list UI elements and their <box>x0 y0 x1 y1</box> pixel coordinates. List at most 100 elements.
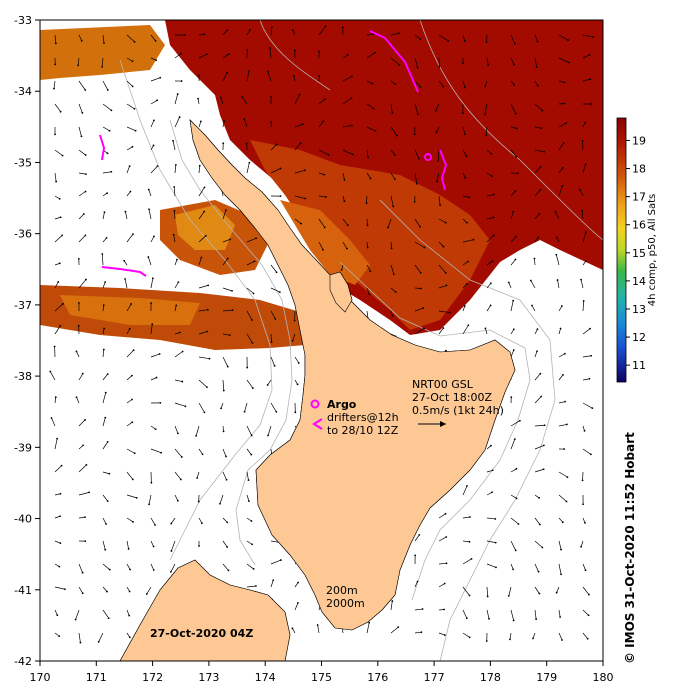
current-vector <box>222 356 229 367</box>
coromandel-peninsula-top <box>329 271 353 313</box>
current-vector-head <box>368 293 371 295</box>
current-vector-head <box>297 581 300 584</box>
current-vector <box>222 258 228 266</box>
current-vector <box>294 94 300 105</box>
current-vector <box>558 167 564 174</box>
current-vector <box>198 309 208 312</box>
current-vector-head <box>103 42 105 44</box>
current-vector <box>126 517 134 523</box>
current-vector-head <box>128 614 131 617</box>
current-vector <box>246 162 250 174</box>
current-vector <box>390 241 392 249</box>
current-vector-head <box>490 153 493 155</box>
current-vector-head <box>491 175 493 178</box>
current-vector-head <box>350 124 353 127</box>
current-vector <box>390 172 396 180</box>
current-vector-head <box>464 133 466 136</box>
current-vector <box>534 126 542 129</box>
current-vector <box>582 378 590 381</box>
current-vector <box>78 563 83 573</box>
current-vector-head <box>241 95 244 98</box>
current-vector <box>534 373 541 381</box>
current-vector <box>438 632 445 636</box>
current-vector-head <box>84 154 87 156</box>
current-vector-head <box>132 233 134 236</box>
current-vector <box>318 120 324 128</box>
current-vector-head <box>85 463 88 466</box>
current-vector-head <box>442 327 445 329</box>
current-vector-head <box>543 150 545 153</box>
current-vector <box>579 189 584 197</box>
current-vector <box>582 232 587 243</box>
current-vector-head <box>444 221 447 224</box>
x-tick-label: 179 <box>536 671 557 684</box>
current-vector-head <box>54 63 57 66</box>
current-vector <box>485 328 488 335</box>
current-vector <box>462 586 470 596</box>
current-vector <box>486 57 489 66</box>
current-vector <box>102 349 105 358</box>
current-vector <box>126 34 135 43</box>
current-vector-head <box>513 63 515 66</box>
current-vector <box>387 218 392 228</box>
current-vector-head <box>513 438 516 440</box>
current-vector-head <box>393 154 396 156</box>
current-vector <box>582 54 590 59</box>
current-vector-head <box>225 455 227 458</box>
current-vector-head <box>151 323 154 326</box>
current-vector-head <box>318 50 321 53</box>
colorbar-ticks: 19 18 17 16 15 14 13 12 11 <box>626 134 646 372</box>
current-vector <box>198 517 203 524</box>
current-vector <box>438 285 447 289</box>
current-vector <box>170 517 176 524</box>
drifter-track-3 <box>369 30 419 93</box>
current-vector <box>462 261 469 266</box>
current-vector <box>438 218 446 223</box>
current-vector-head <box>537 570 540 573</box>
current-vector-head <box>417 113 419 116</box>
current-vector-head <box>563 102 566 105</box>
current-vector-head <box>270 341 273 343</box>
current-vector <box>126 166 130 174</box>
current-vector <box>54 465 62 473</box>
current-vector-head <box>580 278 582 281</box>
current-vector <box>534 396 542 404</box>
current-vector-head <box>537 236 540 239</box>
current-vector-head <box>61 154 64 157</box>
current-vector <box>366 172 371 179</box>
current-vector <box>54 609 58 616</box>
current-vector-head <box>107 617 110 620</box>
current-vector <box>342 54 349 59</box>
current-vector-head <box>154 524 157 526</box>
current-vector-head <box>148 208 150 211</box>
current-vector <box>486 283 492 289</box>
current-vector-head <box>592 36 594 38</box>
current-vector-head <box>169 571 172 573</box>
current-vector-head <box>445 536 448 538</box>
current-vector-head <box>465 283 468 285</box>
current-vector <box>269 47 272 59</box>
current-vector-head <box>291 339 294 342</box>
current-vector <box>102 171 112 174</box>
current-vector <box>222 309 233 312</box>
current-vector-head <box>301 123 304 126</box>
current-vector <box>436 172 440 182</box>
current-vector-head <box>563 81 566 84</box>
current-vector <box>78 632 81 643</box>
current-vector <box>342 97 352 105</box>
current-vector <box>76 397 80 404</box>
current-vector-head <box>538 497 541 499</box>
current-vector <box>342 125 352 128</box>
current-vector-head <box>413 133 416 136</box>
current-vector <box>125 211 128 220</box>
current-vector-head <box>323 173 326 176</box>
y-axis: -33 -34 -35 -36 -37 -38 -39 -40 -41 -42 <box>14 14 40 668</box>
current-vector-head <box>84 234 87 237</box>
current-vector-head <box>512 328 515 331</box>
current-vector-head <box>226 365 229 368</box>
current-vector-head <box>416 580 419 583</box>
current-vector-head <box>176 93 179 95</box>
current-vector <box>582 34 594 38</box>
current-vector-head <box>201 522 203 525</box>
